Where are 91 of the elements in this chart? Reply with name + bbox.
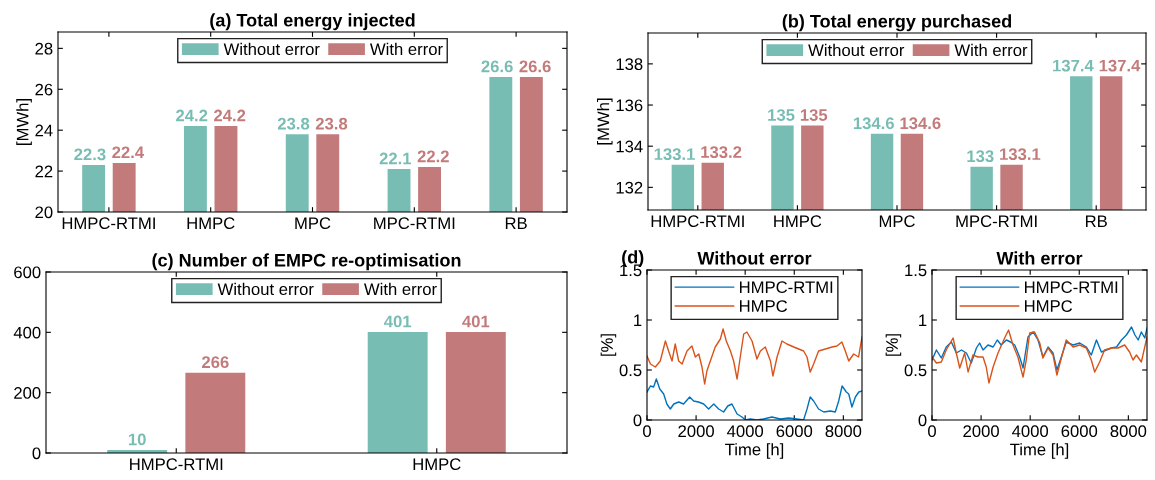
legend-label: Without error xyxy=(223,42,320,56)
line-series xyxy=(932,326,1147,371)
data-label: 22.1 xyxy=(379,152,412,165)
x-tick-label: 2000 xyxy=(678,425,714,438)
x-tick-label: RB xyxy=(1085,215,1107,227)
legend-label: With error xyxy=(369,42,443,56)
x-tick-label: HMPC-RTMI xyxy=(651,215,744,228)
x-tick-label: HMPC xyxy=(187,217,235,230)
legend-label: HMPC xyxy=(740,300,788,312)
bar xyxy=(367,332,428,453)
x-tick-label: 8000 xyxy=(1110,425,1147,438)
data-label: 401 xyxy=(384,315,412,328)
data-label: 133.1 xyxy=(1000,148,1041,161)
x-tick-label: MPC-RTMI xyxy=(374,217,455,230)
x-tick-label: 2000 xyxy=(963,425,999,438)
y-tick-label: 26 xyxy=(35,83,53,96)
x-tick-label: 4000 xyxy=(727,425,764,438)
data-label: 135 xyxy=(768,109,795,121)
chart-title: (b) Total energy purchased xyxy=(782,14,1012,32)
y-tick-label: 28 xyxy=(35,42,53,55)
data-label: 26.6 xyxy=(481,60,513,73)
legend-label: HMPC-RTMI xyxy=(1025,281,1118,294)
x-axis-title: Time [h] xyxy=(1010,443,1069,459)
line-series xyxy=(932,329,1147,384)
y-tick-label: 20 xyxy=(35,206,53,219)
y-tick-label: 22 xyxy=(35,165,53,178)
x-axis-title: Time [h] xyxy=(725,443,784,459)
x-tick-label: 6000 xyxy=(1061,425,1098,438)
x-tick-label: MPC xyxy=(879,215,915,228)
data-label: 24.2 xyxy=(214,109,246,122)
data-label: 26.6 xyxy=(519,60,551,73)
data-label: 10 xyxy=(128,433,146,446)
data-label: 133.1 xyxy=(654,148,695,161)
data-label: 401 xyxy=(462,315,490,328)
x-tick-label: 4000 xyxy=(1012,425,1049,438)
data-label: 134.6 xyxy=(900,117,941,130)
y-axis-title: [MWh] xyxy=(16,99,32,145)
y-tick-label: 0 xyxy=(918,414,927,427)
y-tick-label: 1 xyxy=(919,314,927,327)
legend-label: HMPC xyxy=(1025,300,1073,312)
y-tick-label: 132 xyxy=(616,181,643,194)
data-label: 133 xyxy=(967,150,994,163)
data-label: 24.2 xyxy=(176,109,208,122)
x-tick-label: 8000 xyxy=(825,425,862,438)
y-axis-title: [MWh] xyxy=(597,98,613,145)
data-label: 22.2 xyxy=(417,150,449,163)
y-tick-label: 0 xyxy=(32,447,41,460)
data-label: 135 xyxy=(800,109,828,121)
y-axis-title: [%] xyxy=(600,334,617,356)
x-tick-label: HMPC-RTMI xyxy=(62,217,155,230)
data-label: 134.6 xyxy=(853,117,894,130)
y-tick-label: 134 xyxy=(616,140,643,153)
legend-label: HMPC-RTMI xyxy=(740,281,833,294)
y-tick-label: 24 xyxy=(35,124,53,137)
data-label: 22.4 xyxy=(112,146,145,159)
data-label: 266 xyxy=(202,356,229,369)
y-tick-label: 136 xyxy=(616,99,643,112)
x-tick-label: RB xyxy=(505,217,527,229)
data-label: 23.8 xyxy=(277,117,310,130)
x-tick-label: MPC-RTMI xyxy=(956,215,1037,228)
x-tick-label: 0 xyxy=(928,425,936,438)
legend-label: With error xyxy=(954,43,1028,57)
y-tick-label: 138 xyxy=(616,58,643,71)
legend-label: Without error xyxy=(217,282,314,296)
data-label: 23.8 xyxy=(315,117,348,130)
y-tick-label: 0 xyxy=(633,414,642,427)
data-label: 22.3 xyxy=(74,148,106,161)
data-label: 137.4 xyxy=(1099,59,1141,72)
data-label: 133.2 xyxy=(701,146,742,158)
y-tick-label: 400 xyxy=(13,326,41,339)
legend-label: Without error xyxy=(808,43,905,57)
data-label: 137.4 xyxy=(1053,59,1094,72)
y-tick-label: 1 xyxy=(634,314,642,327)
y-tick-label: 600 xyxy=(14,266,41,279)
chart-title: (c) Number of EMPC re-optimisation xyxy=(152,253,461,271)
y-tick-label: 0.5 xyxy=(619,364,642,377)
legend-label: With error xyxy=(363,282,437,296)
chart-title: With error xyxy=(996,251,1083,265)
y-tick-label: 0.5 xyxy=(904,364,927,377)
bar xyxy=(185,372,246,453)
chart-title: (a) Total energy injected xyxy=(210,13,415,31)
y-tick-label: 200 xyxy=(14,387,41,399)
x-tick-label: HMPC xyxy=(774,215,822,228)
y-axis-title: [%] xyxy=(885,334,902,356)
x-tick-label: 6000 xyxy=(776,425,813,438)
bar xyxy=(445,332,506,453)
x-tick-label: MPC xyxy=(295,217,331,230)
chart-title: Without error xyxy=(697,251,812,265)
line-series xyxy=(647,328,862,385)
x-tick-label: 0 xyxy=(643,425,651,438)
y-tick-label: 1.5 xyxy=(905,264,927,277)
